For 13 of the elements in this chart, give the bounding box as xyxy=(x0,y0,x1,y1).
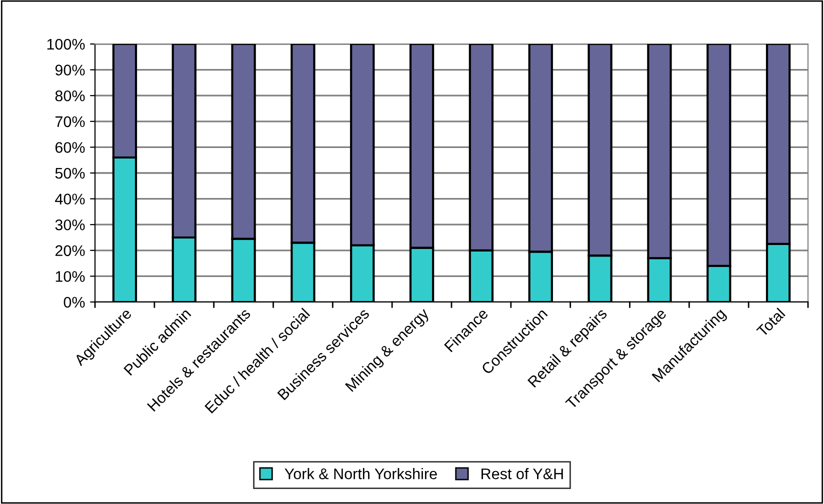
legend-label: Rest of Y&H xyxy=(482,468,563,480)
y-tick-label: 30% xyxy=(55,219,85,230)
y-tick-label: 40% xyxy=(55,194,85,204)
y-tick-label: 90% xyxy=(55,64,85,76)
y-tick-label: 50% xyxy=(55,168,85,179)
y-tick-label: 70% xyxy=(55,116,85,128)
y-tick-label: 20% xyxy=(55,245,85,256)
y-tick-label: 0% xyxy=(64,296,85,308)
y-tick-label: 80% xyxy=(55,90,85,102)
legend-label: York & North Yorkshire xyxy=(284,468,437,480)
y-tick-label: 60% xyxy=(55,142,85,153)
y-tick-label: 10% xyxy=(56,271,85,282)
y-tick-label: 100% xyxy=(47,38,85,50)
